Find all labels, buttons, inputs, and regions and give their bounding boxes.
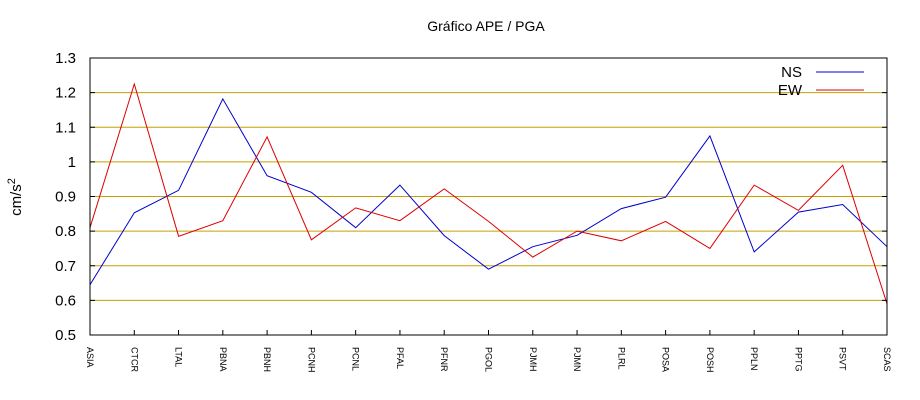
x-tick-label: PLRL (616, 347, 626, 370)
x-tick-label: ASIA (85, 347, 95, 368)
x-tick-label: PSVT (838, 347, 848, 371)
y-axis-label-text: cm/s (8, 184, 25, 216)
y-tick-label: 0.5 (55, 327, 76, 344)
legend-label-ns: NS (781, 64, 802, 81)
y-tick-label: 0.6 (55, 292, 76, 309)
x-tick-label: PCNH (306, 347, 316, 373)
y-tick-label: 0.9 (55, 189, 76, 206)
x-tick-label: PBNH (262, 347, 272, 372)
x-tick-label: PPTG (793, 347, 803, 372)
series-line-ew (89, 82, 888, 304)
grid-lines (90, 92, 887, 301)
series-line-ns (89, 97, 888, 286)
x-tick-label: LTAL (174, 347, 184, 367)
x-tick-label: PJMN (572, 347, 582, 372)
legend-label-ew: EW (778, 82, 803, 99)
y-tick-label: 1.2 (55, 85, 76, 102)
chart-title: Gráfico APE / PGA (427, 18, 545, 34)
y-tick-label: 1.3 (55, 50, 76, 67)
series-lines (89, 82, 888, 304)
x-tick-label: PJMH (528, 347, 538, 372)
y-tick-label: 1.1 (55, 119, 76, 136)
x-tick-label: PFNR (439, 347, 449, 372)
y-tick-label: 0.8 (55, 223, 76, 240)
x-tick-label: CTCR (129, 347, 139, 372)
x-tick-label: SCAS (882, 347, 892, 372)
x-tick-label: POSH (705, 347, 715, 373)
x-tick-label: POSA (661, 347, 671, 372)
x-tick-label: PGOL (484, 347, 494, 372)
y-axis-label: cm/s2 (6, 178, 25, 216)
y-tick-label: 1 (68, 154, 76, 171)
y-tick-label: 0.7 (55, 258, 76, 275)
x-tick-labels: ASIA CTCR LTAL PBNA PBNH PCNH PCNL PFAL PFNR PGOL… (85, 330, 892, 373)
x-tick-label: PPLN (749, 347, 759, 371)
x-tick-label: PFAL (395, 347, 405, 369)
x-tick-label: PBNA (218, 347, 228, 372)
y-axis-label-superscript: 2 (6, 178, 18, 184)
x-tick-label: PCNL (351, 347, 361, 371)
y-tick-labels: 0.5 0.6 0.7 0.8 0.9 1 1.1 1.2 1.3 (55, 50, 887, 344)
